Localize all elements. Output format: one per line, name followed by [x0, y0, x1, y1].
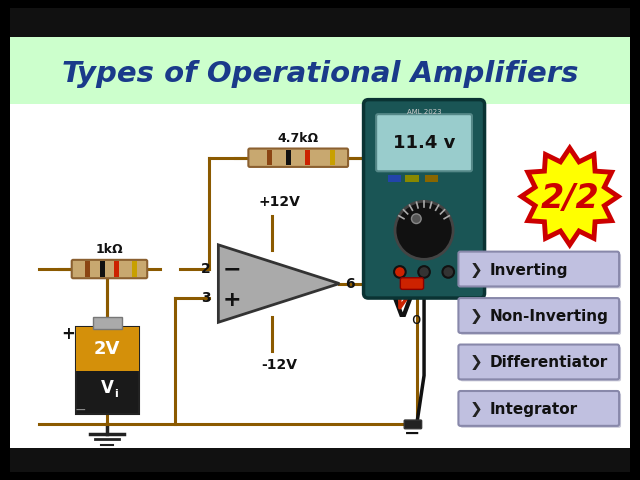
FancyBboxPatch shape [458, 345, 619, 379]
Polygon shape [522, 148, 618, 245]
Bar [10, 37, 630, 448]
Text: 2V: 2V [94, 340, 120, 359]
Text: Inverting: Inverting [490, 263, 568, 277]
Circle shape [442, 266, 454, 278]
FancyBboxPatch shape [404, 420, 422, 429]
FancyBboxPatch shape [401, 278, 424, 289]
Text: +: + [404, 284, 420, 303]
FancyBboxPatch shape [460, 253, 621, 288]
Text: 11.4 v: 11.4 v [393, 134, 455, 152]
Text: −: − [75, 402, 86, 416]
FancyBboxPatch shape [364, 100, 484, 298]
Bar [132, 261, 138, 277]
Text: +12V: +12V [259, 195, 300, 209]
Bar [305, 150, 310, 166]
Bar [10, 448, 630, 472]
Bar [20, 109, 451, 438]
Bar [10, 37, 630, 105]
FancyBboxPatch shape [460, 393, 621, 428]
Bar [330, 150, 335, 166]
FancyBboxPatch shape [460, 300, 621, 335]
Text: ❯: ❯ [470, 263, 482, 277]
FancyBboxPatch shape [458, 298, 619, 333]
Text: 3: 3 [201, 291, 211, 305]
Polygon shape [218, 245, 339, 322]
Text: -12V: -12V [261, 358, 298, 372]
Text: 2: 2 [201, 262, 211, 276]
Bar [85, 261, 90, 277]
Text: V: V [392, 298, 412, 322]
Text: +: + [223, 290, 241, 310]
Bar [267, 150, 271, 166]
Bar [286, 150, 291, 166]
Circle shape [412, 214, 421, 224]
Text: o: o [411, 312, 420, 327]
Text: i: i [114, 389, 118, 399]
Bar [405, 175, 419, 182]
Text: Types of Operational Amplifiers: Types of Operational Amplifiers [61, 60, 579, 87]
Circle shape [395, 201, 453, 259]
Text: 1kΩ: 1kΩ [95, 243, 124, 256]
FancyBboxPatch shape [458, 391, 619, 426]
Text: 4.7kΩ: 4.7kΩ [278, 132, 319, 145]
Circle shape [419, 266, 430, 278]
Text: ❯: ❯ [470, 309, 482, 324]
Text: 2/2: 2/2 [540, 182, 599, 215]
FancyBboxPatch shape [248, 148, 348, 167]
Bar [424, 175, 438, 182]
Text: Non-Inverting: Non-Inverting [490, 309, 608, 324]
Text: ❯: ❯ [470, 355, 482, 371]
Text: ❯: ❯ [470, 402, 482, 417]
FancyBboxPatch shape [458, 252, 619, 287]
Circle shape [394, 266, 406, 278]
Bar [388, 175, 401, 182]
FancyBboxPatch shape [376, 114, 472, 171]
Bar [10, 8, 630, 37]
Bar [115, 261, 119, 277]
Text: Integrator: Integrator [490, 402, 577, 417]
Bar [76, 327, 138, 371]
Bar [93, 317, 122, 329]
Text: AML 2023: AML 2023 [407, 109, 442, 115]
Text: Differentiator: Differentiator [490, 355, 607, 371]
Text: −: − [223, 259, 241, 279]
Bar [100, 261, 104, 277]
FancyBboxPatch shape [460, 347, 621, 381]
FancyBboxPatch shape [72, 260, 147, 278]
Text: +: + [61, 325, 75, 343]
Text: V: V [100, 379, 113, 397]
Text: 6: 6 [345, 276, 355, 290]
Bar [76, 327, 138, 414]
Text: −: − [404, 424, 420, 443]
